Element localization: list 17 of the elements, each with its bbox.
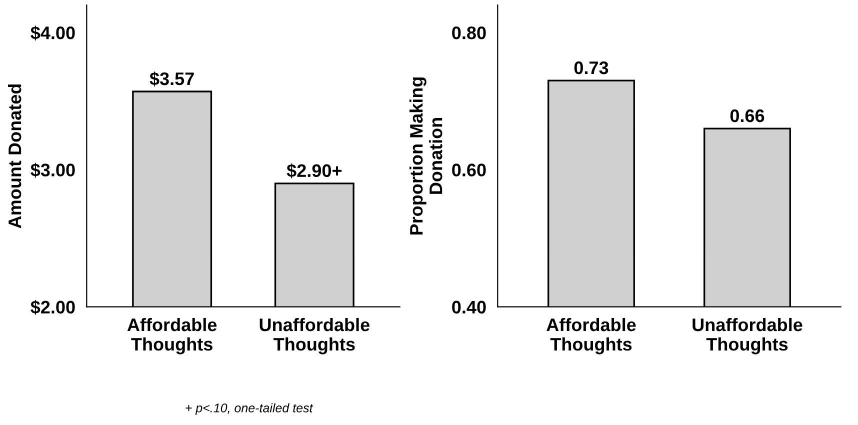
y-tick-label: $3.00 bbox=[30, 162, 75, 178]
y-tick-label: 0.40 bbox=[452, 300, 486, 314]
y-axis-title: Amount Donated bbox=[8, 84, 22, 228]
y-tick-label: $2.00 bbox=[30, 300, 75, 315]
x-tick-label: Affordable Thoughts bbox=[546, 318, 636, 354]
x-tick-label: Unaffordable Thoughts bbox=[260, 318, 370, 354]
data-label: 0.73 bbox=[574, 61, 608, 74]
y-tick-label: 0.80 bbox=[452, 26, 486, 40]
y-tick-label: $4.00 bbox=[30, 26, 75, 40]
y-tick-label: 0.60 bbox=[452, 164, 486, 176]
data-label: $3.57 bbox=[150, 72, 194, 86]
data-label: $2.90+ bbox=[286, 163, 342, 178]
x-tick-label: Affordable Thoughts bbox=[127, 318, 217, 354]
y-axis-title: Proportion Making Donation bbox=[409, 77, 442, 235]
text: + p<.10, one-tailed test bbox=[186, 403, 314, 415]
data-label: 0.66 bbox=[730, 109, 764, 122]
x-tick-label: Unaffordable Thoughts bbox=[692, 318, 802, 354]
